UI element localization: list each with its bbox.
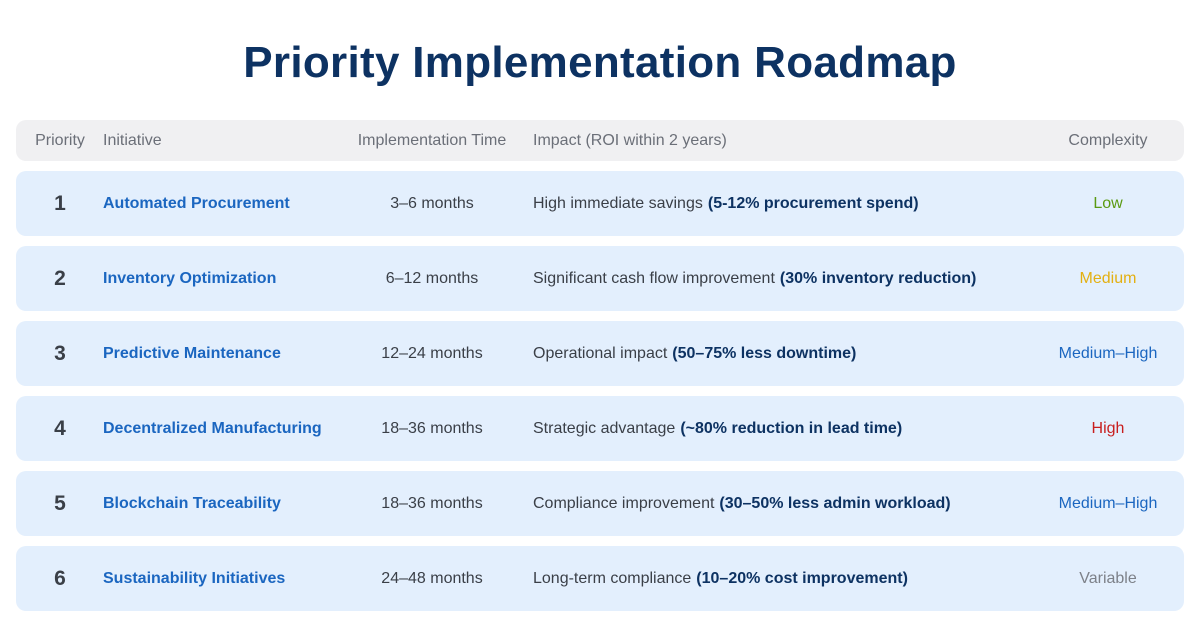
priority-number: 5 bbox=[54, 491, 66, 515]
page-title: Priority Implementation Roadmap bbox=[243, 38, 957, 87]
table-row: 4 Decentralized Manufacturing 18–36 mont… bbox=[16, 396, 1184, 461]
impact-cell: High immediate savings (5-12% procurement… bbox=[533, 171, 1053, 236]
impact-detail: (30% inventory reduction) bbox=[779, 269, 977, 287]
impact-text: Long-term compliance bbox=[533, 569, 692, 587]
priority-number: 2 bbox=[54, 266, 66, 290]
impact-text: Significant cash flow improvement bbox=[533, 269, 775, 287]
priority-number: 6 bbox=[54, 566, 66, 590]
impact-text: High immediate savings bbox=[533, 194, 703, 212]
implementation-time: 18–36 months bbox=[381, 419, 483, 437]
priority-number: 1 bbox=[54, 191, 66, 215]
column-header-priority: Priority bbox=[35, 131, 85, 149]
implementation-time: 18–36 months bbox=[381, 494, 483, 512]
impact-text: Strategic advantage bbox=[533, 419, 676, 437]
table-row: 1 Automated Procurement 3–6 months High … bbox=[16, 171, 1184, 236]
impact-cell: Strategic advantage (~80% reduction in le… bbox=[533, 396, 1053, 461]
impact-detail: (5-12% procurement spend) bbox=[707, 194, 919, 212]
impact-detail: (10–20% cost improvement) bbox=[696, 569, 908, 587]
impact-cell: Compliance improvement (30–50% less admin… bbox=[533, 471, 1053, 536]
implementation-time: 6–12 months bbox=[385, 269, 479, 287]
impact-detail: (50–75% less downtime) bbox=[672, 344, 857, 362]
implementation-time: 12–24 months bbox=[381, 344, 483, 362]
initiative-name: Inventory Optimization bbox=[103, 269, 277, 287]
impact-cell: Significant cash flow improvement (30% in… bbox=[533, 246, 1053, 311]
initiative-name: Automated Procurement bbox=[103, 194, 290, 212]
complexity-label: Medium bbox=[1079, 269, 1137, 287]
impact-text: Operational impact bbox=[533, 344, 668, 362]
complexity-label: Medium–High bbox=[1058, 494, 1158, 512]
complexity-label: High bbox=[1091, 419, 1125, 437]
column-header-time: Implementation Time bbox=[357, 131, 507, 149]
table-header: Priority Initiative Implementation Time … bbox=[16, 120, 1184, 161]
table-row: 2 Inventory Optimization 6–12 months Sig… bbox=[16, 246, 1184, 311]
table-row: 6 Sustainability Initiatives 24–48 month… bbox=[16, 546, 1184, 611]
impact-cell: Long-term compliance (10–20% cost improve… bbox=[533, 546, 1053, 611]
implementation-time: 24–48 months bbox=[381, 569, 483, 587]
table-row: 3 Predictive Maintenance 12–24 months Op… bbox=[16, 321, 1184, 386]
column-header-impact: Impact (ROI within 2 years) bbox=[533, 131, 727, 149]
complexity-label: Low bbox=[1093, 194, 1123, 212]
impact-detail: (~80% reduction in lead time) bbox=[680, 419, 903, 437]
initiative-name: Predictive Maintenance bbox=[103, 344, 281, 362]
initiative-name: Sustainability Initiatives bbox=[103, 569, 286, 587]
priority-number: 3 bbox=[54, 341, 66, 365]
complexity-label: Medium–High bbox=[1058, 344, 1158, 362]
column-header-initiative: Initiative bbox=[103, 131, 162, 149]
column-header-complexity: Complexity bbox=[1068, 131, 1148, 149]
implementation-time: 3–6 months bbox=[390, 194, 474, 212]
complexity-label: Variable bbox=[1079, 569, 1137, 587]
initiative-name: Decentralized Manufacturing bbox=[103, 419, 322, 437]
table-row: 5 Blockchain Traceability 18–36 months C… bbox=[16, 471, 1184, 536]
impact-cell: Operational impact (50–75% less downtime) bbox=[533, 321, 1053, 386]
priority-number: 4 bbox=[54, 416, 66, 440]
impact-text: Compliance improvement bbox=[533, 494, 715, 512]
impact-detail: (30–50% less admin workload) bbox=[719, 494, 951, 512]
initiative-name: Blockchain Traceability bbox=[103, 494, 281, 512]
